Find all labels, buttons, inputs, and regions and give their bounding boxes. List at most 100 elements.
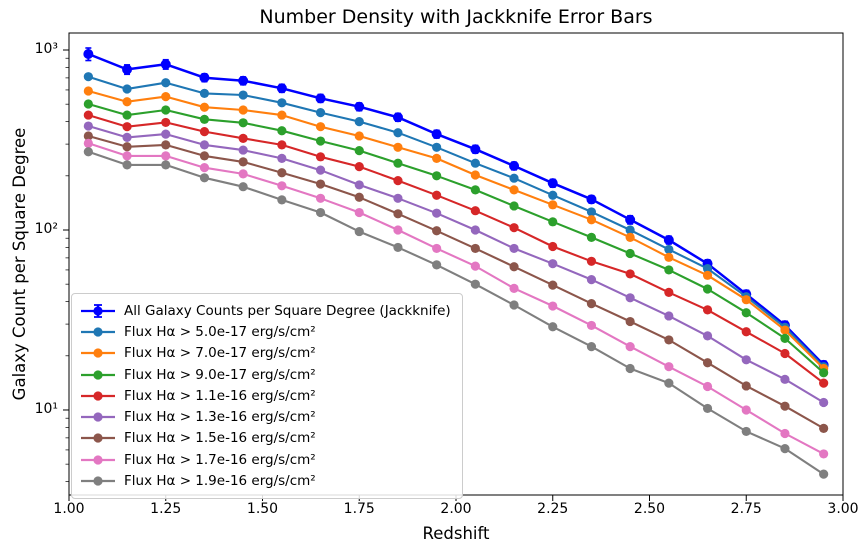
data-point-marker bbox=[83, 86, 93, 96]
x-tick-label: 2.75 bbox=[730, 501, 762, 517]
data-point-marker bbox=[315, 93, 326, 104]
data-point-marker bbox=[586, 341, 597, 352]
data-point-marker bbox=[315, 136, 326, 146]
legend-item-label: Flux Hα > 1.3e-16 erg/s/cm² bbox=[124, 409, 316, 426]
data-point-marker bbox=[547, 178, 558, 189]
data-point-marker bbox=[277, 153, 287, 163]
data-point-marker bbox=[586, 275, 597, 285]
data-point-marker bbox=[664, 244, 674, 255]
data-point-marker bbox=[122, 97, 132, 107]
data-point-marker bbox=[238, 145, 248, 155]
data-point-marker bbox=[161, 91, 171, 102]
y-tick-label: 10² bbox=[34, 220, 58, 237]
x-axis-label: Redshift bbox=[422, 524, 490, 543]
data-point-marker bbox=[83, 49, 94, 60]
data-point-marker bbox=[780, 348, 790, 359]
data-point-marker bbox=[432, 190, 442, 200]
data-point-marker bbox=[470, 185, 480, 195]
data-point-marker bbox=[548, 200, 558, 210]
y-tick-label: 10³ bbox=[34, 41, 58, 57]
data-point-marker bbox=[509, 160, 520, 171]
legend-marker-icon bbox=[81, 391, 115, 401]
x-tick-label: 1.25 bbox=[150, 501, 182, 517]
data-point-marker bbox=[199, 127, 210, 137]
legend-item-label: Flux Hα > 1.5e-16 erg/s/cm² bbox=[124, 430, 316, 447]
data-point-marker bbox=[586, 207, 597, 217]
data-point-marker bbox=[625, 363, 635, 374]
data-point-marker bbox=[161, 160, 171, 170]
data-point-marker bbox=[161, 78, 171, 88]
data-point-marker bbox=[354, 180, 364, 190]
data-point-marker bbox=[625, 232, 635, 242]
data-point-marker bbox=[238, 75, 249, 86]
data-point-marker bbox=[664, 335, 674, 345]
data-point-marker bbox=[83, 99, 93, 109]
data-point-marker bbox=[819, 368, 829, 378]
data-point-marker bbox=[819, 469, 829, 479]
data-point-marker bbox=[625, 341, 635, 352]
data-point-marker bbox=[354, 117, 364, 127]
data-point-marker bbox=[702, 381, 713, 392]
series-line bbox=[88, 89, 825, 370]
data-point-marker bbox=[393, 209, 403, 219]
data-point-marker bbox=[393, 176, 403, 186]
data-point-marker bbox=[277, 168, 287, 178]
data-point-marker bbox=[122, 142, 132, 152]
data-point-marker bbox=[199, 140, 210, 150]
y-tick-label: 10¹ bbox=[34, 400, 58, 417]
data-point-marker bbox=[199, 163, 210, 173]
data-point-marker bbox=[509, 223, 519, 233]
data-point-marker bbox=[586, 298, 597, 309]
legend-item-label: Flux Hα > 7.0e-17 erg/s/cm² bbox=[124, 345, 316, 362]
data-point-marker bbox=[470, 158, 480, 168]
data-point-marker bbox=[238, 157, 248, 167]
data-point-marker bbox=[276, 83, 287, 94]
data-point-marker bbox=[277, 195, 287, 205]
data-point-marker bbox=[277, 126, 287, 136]
data-point-marker bbox=[315, 193, 326, 203]
legend-item: Flux Hα > 1.5e-16 erg/s/cm² bbox=[80, 428, 451, 449]
data-point-marker bbox=[315, 107, 326, 118]
data-point-marker bbox=[548, 322, 558, 332]
legend-item: Flux Hα > 7.0e-17 erg/s/cm² bbox=[80, 343, 451, 364]
legend-item: Flux Hα > 5.0e-17 erg/s/cm² bbox=[80, 321, 451, 342]
data-point-marker bbox=[122, 84, 132, 94]
data-point-marker bbox=[625, 225, 635, 235]
data-point-marker bbox=[354, 146, 364, 156]
data-point-marker bbox=[509, 201, 519, 211]
data-point-marker bbox=[470, 144, 481, 155]
data-point-marker bbox=[509, 185, 519, 195]
data-point-marker bbox=[470, 206, 480, 216]
data-point-marker bbox=[238, 182, 248, 192]
data-point-marker bbox=[780, 374, 790, 384]
data-point-marker bbox=[122, 122, 132, 132]
data-point-marker bbox=[238, 133, 248, 143]
data-point-marker bbox=[548, 217, 558, 227]
data-point-marker bbox=[470, 279, 480, 289]
data-point-marker bbox=[83, 110, 93, 120]
data-point-marker bbox=[509, 243, 519, 254]
data-point-marker bbox=[663, 234, 674, 245]
x-tick-label: 1.75 bbox=[343, 501, 375, 517]
data-point-marker bbox=[470, 170, 480, 180]
data-point-marker bbox=[509, 173, 519, 183]
data-point-marker bbox=[470, 225, 480, 235]
legend-item: Flux Hα > 1.7e-16 erg/s/cm² bbox=[80, 449, 451, 470]
x-tick-label: 2.25 bbox=[537, 501, 569, 517]
data-point-marker bbox=[393, 242, 403, 253]
legend-item-label: Flux Hα > 9.0e-17 erg/s/cm² bbox=[124, 366, 316, 383]
series-line bbox=[88, 114, 825, 384]
legend-item: Flux Hα > 9.0e-17 erg/s/cm² bbox=[80, 364, 451, 385]
legend-marker-icon bbox=[81, 412, 115, 422]
data-point-marker bbox=[432, 260, 442, 270]
data-point-marker bbox=[819, 378, 829, 388]
data-point-marker bbox=[199, 72, 210, 83]
legend-item-label: All Galaxy Counts per Square Degree (Jac… bbox=[124, 302, 451, 319]
data-point-marker bbox=[548, 190, 558, 200]
data-point-marker bbox=[161, 151, 171, 161]
legend-marker-icon bbox=[81, 476, 115, 486]
legend-item: All Galaxy Counts per Square Degree (Jac… bbox=[80, 300, 451, 321]
legend-item: Flux Hα > 1.3e-16 erg/s/cm² bbox=[80, 406, 451, 427]
data-point-marker bbox=[819, 397, 829, 408]
data-point-marker bbox=[315, 152, 326, 162]
